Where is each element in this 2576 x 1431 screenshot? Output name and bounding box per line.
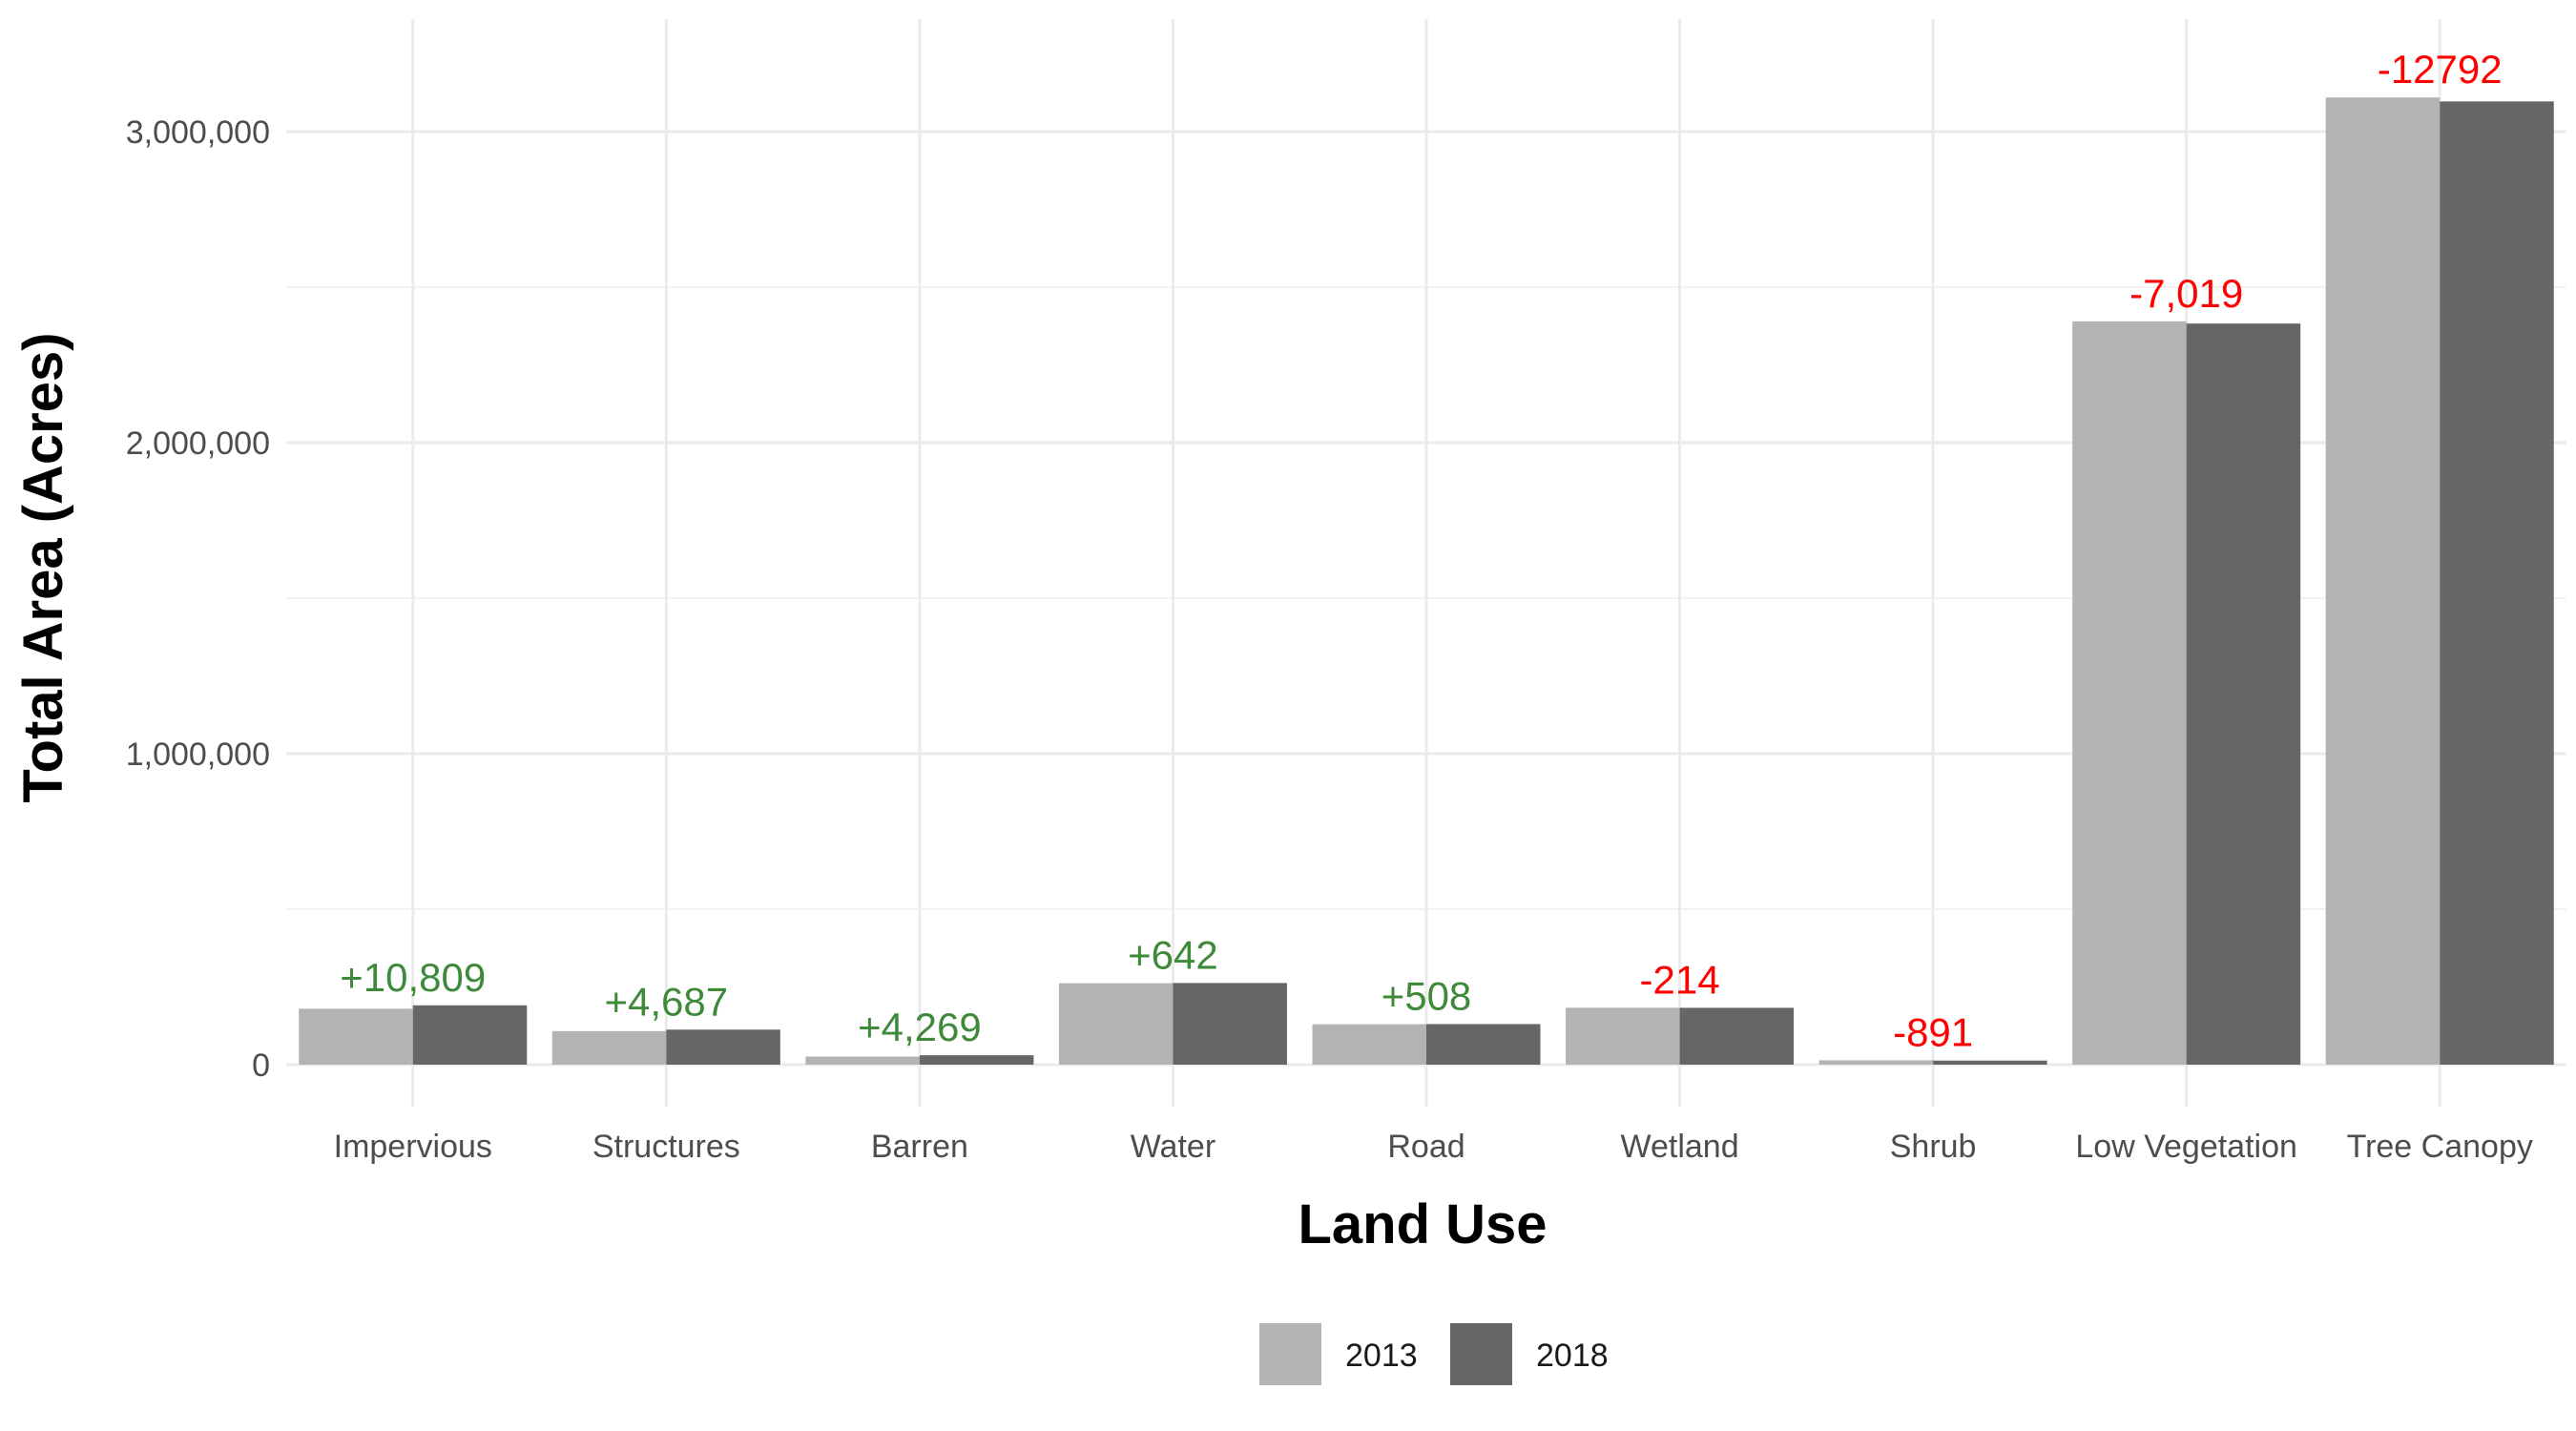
y-tick-label: 2,000,000 [126, 425, 270, 462]
y-tick-label: 0 [252, 1047, 270, 1084]
x-tick-label: Structures [592, 1129, 740, 1165]
change-label: -12792 [2378, 47, 2503, 92]
legend-swatch-2013 [1259, 1323, 1321, 1385]
change-label: +10,809 [340, 955, 486, 1000]
legend-label: 2018 [1536, 1338, 1609, 1374]
x-tick-label: Shrub [1890, 1129, 1977, 1165]
legend-label: 2013 [1345, 1338, 1418, 1374]
bar-2018-impervious [412, 1005, 528, 1065]
legend: 2013 2018 [1259, 1323, 1609, 1385]
x-axis-title: Land Use [1298, 1193, 1547, 1255]
bar-2013-low-vegetation [2072, 321, 2187, 1065]
change-label: -7,019 [2129, 271, 2243, 316]
x-tick-label: Low Vegetation [2075, 1129, 2297, 1165]
x-tick-label: Wetland [1620, 1129, 1738, 1165]
bar-2018-tree-canopy [2440, 101, 2554, 1066]
bar-value-labels: +10,809 +4,687 +4,269 +642 +508 -214 -891 -7,01… [340, 47, 2502, 1054]
bar-2018-low-vegetation [2186, 323, 2301, 1065]
x-axis-ticks: Impervious Structures Barren Water Road Wetla… [334, 1129, 2533, 1165]
bar-2018-structures [666, 1029, 780, 1065]
x-tick-label: Tree Canopy [2347, 1129, 2533, 1165]
bar-2013-tree-canopy [2325, 97, 2441, 1065]
bar-2018-shrub [1933, 1060, 2047, 1065]
change-label: +4,269 [858, 1005, 982, 1049]
x-tick-label: Impervious [334, 1129, 492, 1165]
x-tick-label: Barren [871, 1129, 968, 1165]
bar-2013-impervious [299, 1008, 413, 1065]
x-tick-label: Road [1387, 1129, 1465, 1165]
y-tick-label: 1,000,000 [126, 736, 270, 773]
bars [299, 97, 2554, 1066]
change-label: +4,687 [605, 979, 729, 1024]
bar-2018-road [1426, 1024, 1541, 1065]
bar-2013-wetland [1566, 1007, 1680, 1065]
bar-2018-water [1173, 983, 1287, 1065]
legend-swatch-2018 [1450, 1323, 1512, 1385]
y-axis-title: Total Area (Acres) [12, 332, 74, 802]
x-tick-label: Water [1131, 1129, 1215, 1165]
bar-2013-barren [805, 1056, 920, 1065]
bar-2013-water [1058, 983, 1174, 1065]
bar-2018-barren [919, 1055, 1034, 1065]
y-axis-ticks: 0 1,000,000 2,000,000 3,000,000 [126, 114, 270, 1084]
change-label: -214 [1640, 957, 1720, 1002]
bar-2013-road [1312, 1024, 1426, 1065]
bar-2018-wetland [1679, 1007, 1795, 1065]
change-label: +642 [1128, 932, 1218, 977]
change-label: -891 [1893, 1009, 1973, 1054]
change-label: +508 [1381, 973, 1472, 1018]
bar-2013-structures [551, 1030, 667, 1065]
y-tick-label: 3,000,000 [126, 114, 270, 151]
bar-2013-shrub [1818, 1060, 1934, 1065]
